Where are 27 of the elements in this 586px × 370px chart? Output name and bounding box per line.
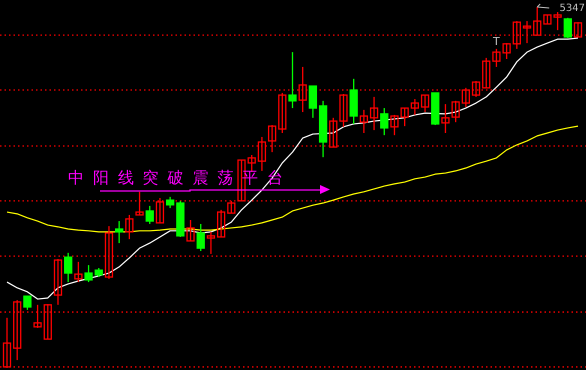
candlestick — [84, 264, 93, 283]
candlestick — [186, 219, 195, 242]
candlestick — [308, 85, 318, 118]
candlestick — [94, 267, 103, 278]
candlestick — [115, 220, 124, 244]
candlestick — [74, 261, 83, 283]
candlestick — [564, 17, 572, 39]
candlestick — [553, 11, 562, 31]
candlestick — [23, 296, 32, 311]
candlestick — [370, 96, 378, 131]
candlestick — [543, 14, 552, 25]
candlestick — [360, 109, 368, 134]
candlestick — [146, 205, 154, 225]
annotation: T — [492, 35, 500, 48]
candlestick — [420, 94, 430, 113]
candlestick — [196, 223, 205, 252]
candlestick — [441, 103, 450, 134]
candlestick — [288, 51, 297, 109]
candlestick — [54, 258, 62, 306]
candlestick — [64, 252, 72, 283]
candlestick — [339, 93, 348, 128]
candlestick — [390, 114, 399, 136]
candlestick — [206, 231, 216, 255]
annotation: 5347 — [560, 3, 585, 14]
candlestick — [380, 107, 388, 136]
candlestick — [125, 214, 134, 240]
candlestick — [492, 48, 501, 68]
